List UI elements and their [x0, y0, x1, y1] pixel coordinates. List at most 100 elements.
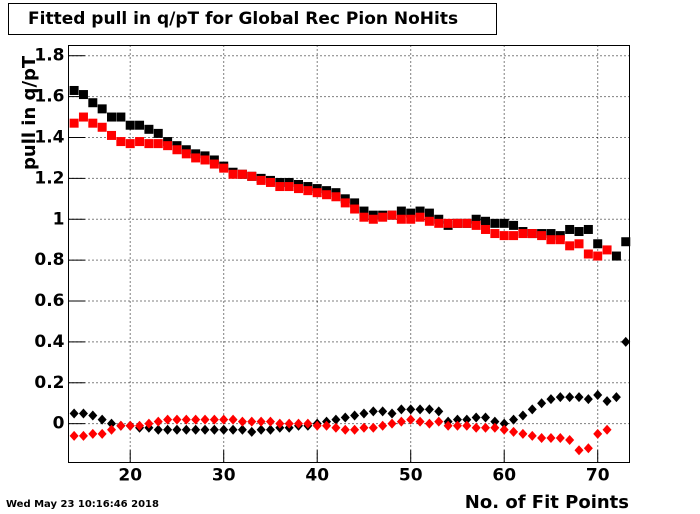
square-marker — [340, 198, 350, 208]
square-marker — [509, 231, 519, 241]
chart-title: Fitted pull in q/pT for Global Rec Pion … — [28, 9, 458, 29]
diamond-marker — [116, 420, 126, 431]
square-marker — [359, 212, 369, 222]
diamond-marker — [537, 432, 547, 443]
x-tick-label: 20 — [118, 466, 142, 486]
square-marker — [368, 214, 378, 224]
diamond-marker — [509, 414, 519, 425]
square-marker — [163, 141, 173, 151]
diamond-marker — [78, 408, 88, 419]
square-marker — [228, 169, 238, 179]
diamond-marker — [546, 432, 556, 443]
square-marker — [153, 128, 163, 138]
y-tick-label: 1 — [53, 209, 65, 229]
diamond-marker — [499, 418, 509, 429]
square-marker — [107, 112, 117, 122]
square-marker — [153, 139, 163, 149]
square-marker — [312, 188, 322, 198]
diamond-marker — [200, 424, 210, 435]
diamond-marker — [387, 418, 397, 429]
square-marker — [583, 224, 593, 234]
square-marker — [97, 104, 107, 114]
diamond-marker — [452, 420, 462, 431]
y-tick-label: 0 — [53, 414, 65, 434]
diamond-marker — [583, 394, 593, 405]
y-tick-label: 1.2 — [34, 168, 64, 188]
diamond-marker — [350, 424, 360, 435]
diamond-marker — [396, 416, 406, 427]
diamond-marker — [340, 424, 350, 435]
diamond-marker — [396, 404, 406, 415]
square-marker — [350, 198, 360, 208]
square-marker — [527, 229, 537, 239]
diamond-marker — [69, 408, 79, 419]
square-marker — [396, 206, 406, 216]
square-marker — [481, 216, 491, 226]
diamond-marker — [228, 424, 238, 435]
diamond-marker — [284, 418, 294, 429]
square-marker — [135, 137, 145, 147]
diamond-marker — [621, 336, 631, 347]
square-marker — [265, 177, 275, 187]
square-marker — [555, 235, 565, 245]
diamond-marker — [406, 404, 416, 415]
diamond-marker — [565, 392, 575, 403]
square-marker — [116, 137, 126, 147]
diamond-marker — [490, 422, 500, 433]
title-box — [8, 3, 497, 35]
diamond-marker — [331, 414, 341, 425]
square-marker — [415, 206, 425, 216]
square-marker — [574, 239, 584, 249]
diamond-marker — [135, 420, 145, 431]
square-marker — [88, 118, 98, 128]
diamond-marker — [331, 422, 341, 433]
square-marker — [490, 229, 500, 239]
diamond-marker — [462, 414, 472, 425]
square-marker — [88, 98, 98, 108]
square-marker — [499, 218, 509, 228]
diamond-marker — [322, 420, 332, 431]
square-marker — [434, 218, 444, 228]
y-tick-label: 0.4 — [34, 332, 64, 352]
diamond-marker — [583, 443, 593, 454]
x-tick-label: 30 — [212, 466, 236, 486]
diamond-marker — [368, 422, 378, 433]
square-marker — [406, 208, 416, 218]
square-marker — [219, 163, 229, 173]
square-marker — [611, 251, 621, 261]
square-marker — [583, 249, 593, 259]
square-marker — [602, 245, 612, 255]
diamond-marker — [452, 414, 462, 425]
square-marker — [387, 210, 397, 220]
diamond-marker — [153, 424, 163, 435]
diamond-marker — [265, 416, 275, 427]
diamond-marker — [200, 414, 210, 425]
diamond-marker — [443, 420, 453, 431]
y-tick-label: 0.6 — [34, 291, 64, 311]
diamond-marker — [237, 416, 247, 427]
diamond-marker — [172, 414, 182, 425]
diamond-marker — [88, 428, 98, 439]
diamond-marker — [574, 392, 584, 403]
diamond-marker — [107, 424, 117, 435]
diamond-marker — [209, 424, 219, 435]
diamond-marker — [406, 414, 416, 425]
square-marker — [443, 218, 453, 228]
square-marker — [209, 159, 219, 169]
square-marker — [181, 149, 191, 159]
timestamp: Wed May 23 10:16:46 2018 — [6, 499, 159, 510]
diamond-marker — [424, 404, 434, 415]
diamond-marker — [518, 410, 528, 421]
y-tick-label: 1.6 — [34, 87, 64, 107]
x-axis-label: No. of Fit Points — [465, 492, 629, 513]
diamond-marker — [490, 416, 500, 427]
square-marker — [546, 229, 556, 239]
diamond-marker — [219, 424, 229, 435]
square-marker — [135, 120, 145, 130]
diamond-marker — [163, 414, 173, 425]
diamond-marker — [424, 418, 434, 429]
diamond-marker — [359, 408, 369, 419]
square-marker — [452, 218, 462, 228]
square-marker — [191, 153, 201, 163]
